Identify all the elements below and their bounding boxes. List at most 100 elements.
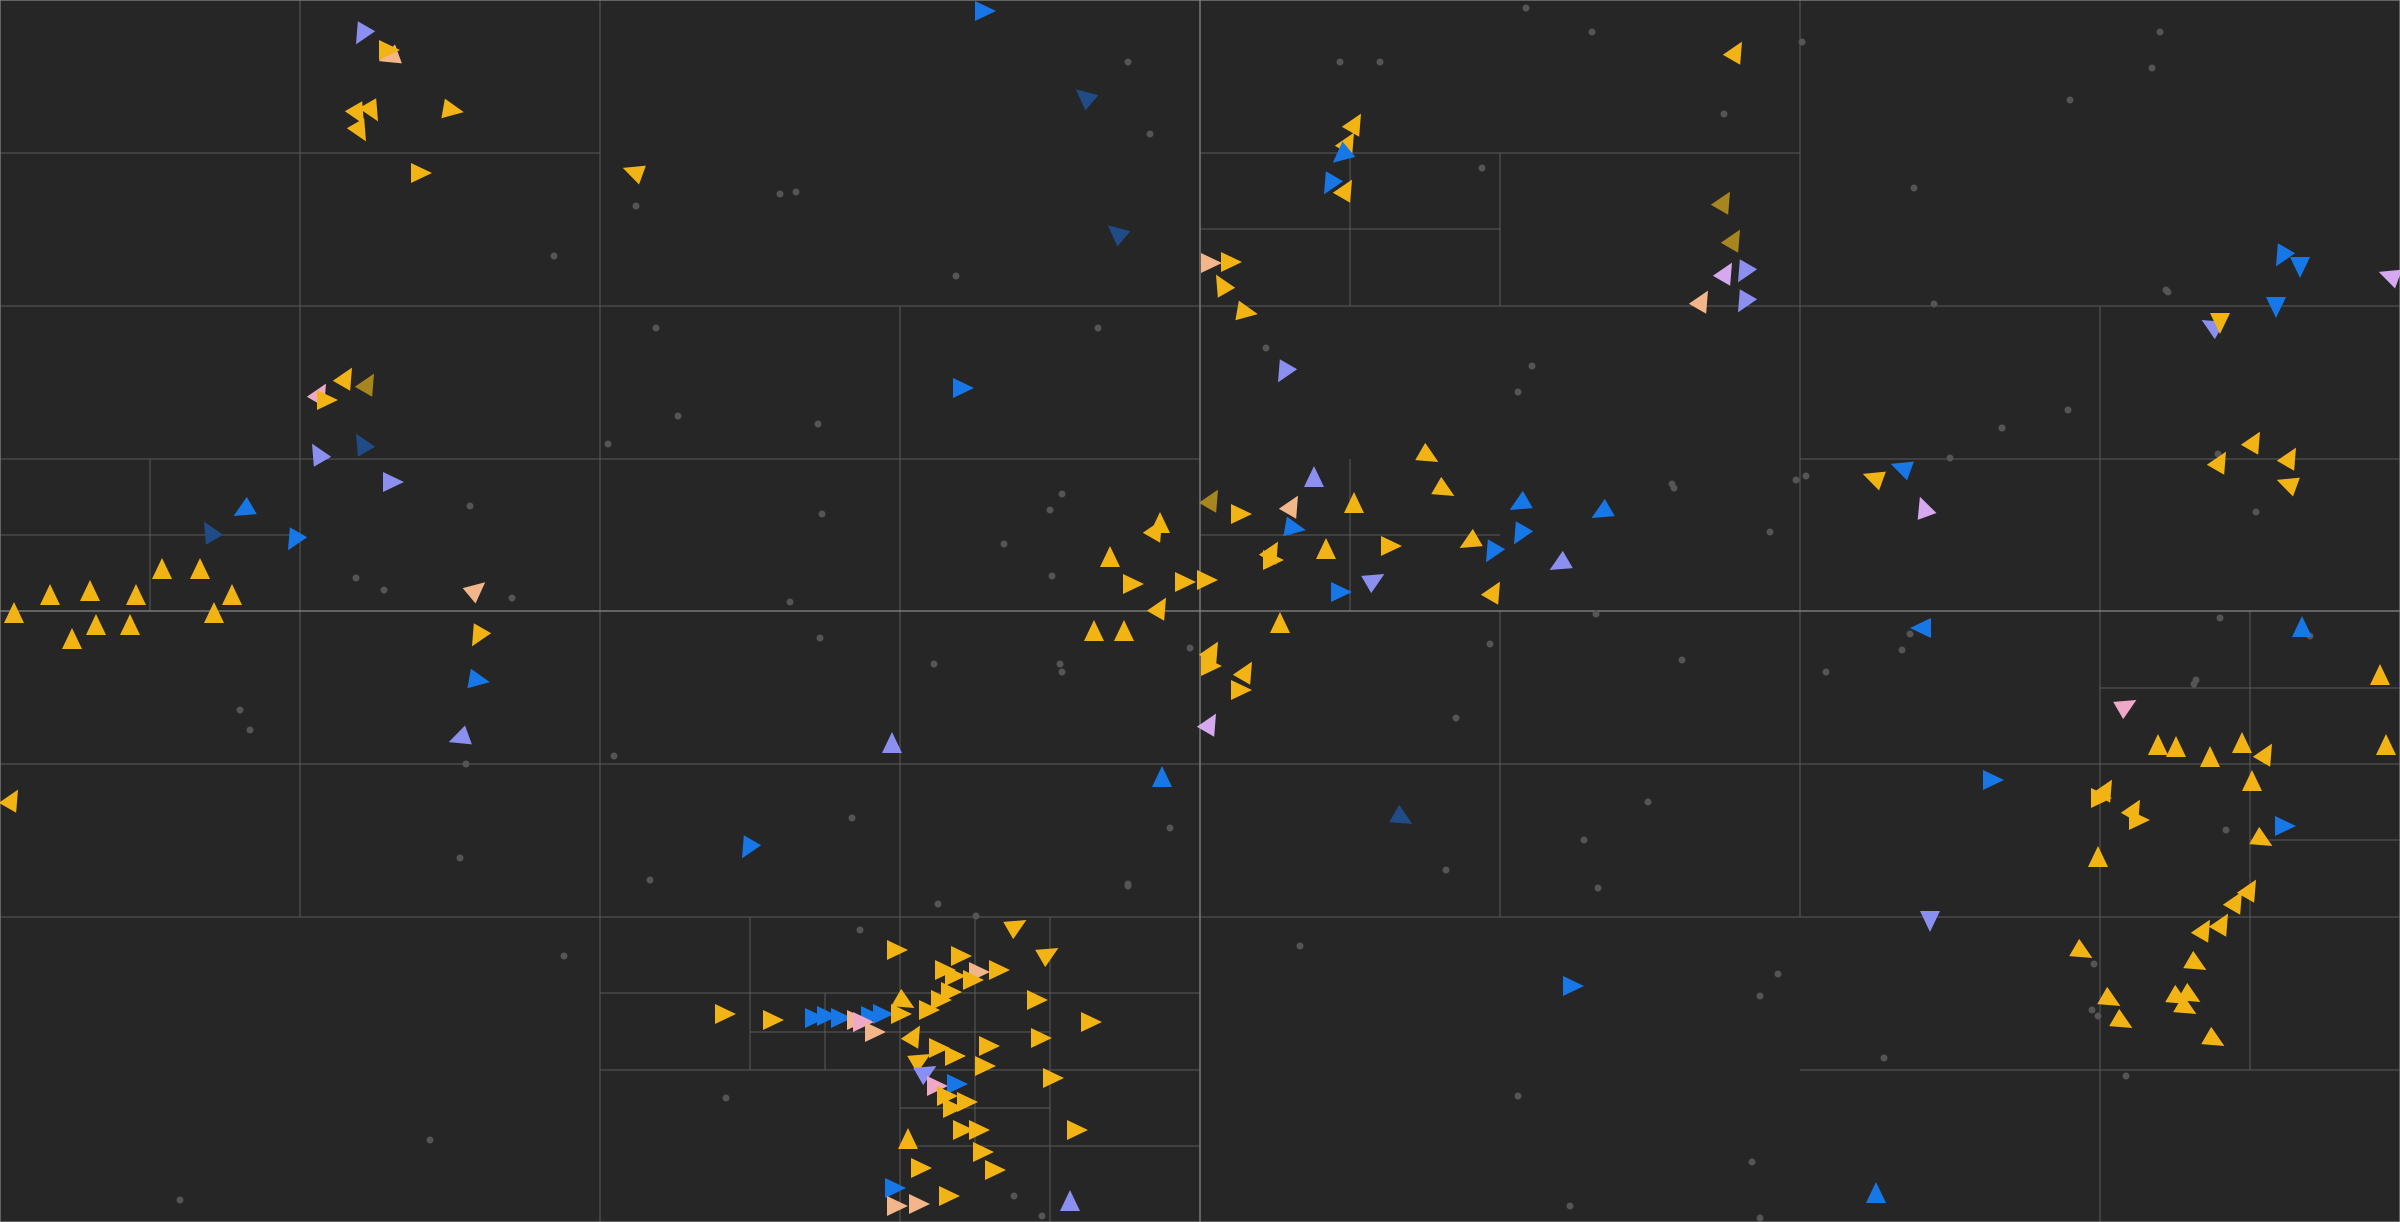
agent-triangle-icon [356, 21, 376, 45]
agent-triangle-icon [1381, 536, 1402, 556]
agent-triangle-icon [831, 1008, 852, 1028]
agent-triangle-icon [1221, 252, 1242, 272]
food-dot [1038, 1212, 1046, 1220]
agent-triangle-icon [909, 1194, 930, 1214]
food-dot [848, 814, 856, 822]
food-dot [2066, 96, 2074, 104]
food-dot [972, 912, 980, 920]
agent-triangle-icon [1341, 113, 1361, 137]
agent-triangle-icon [891, 988, 915, 1008]
agent-triangle-icon [2266, 297, 2286, 318]
agent-triangle-icon [1123, 574, 1144, 594]
food-dot [2214, 450, 2222, 458]
agent-triangle-icon [1720, 229, 1740, 253]
agent-triangle-icon [1866, 1182, 1886, 1203]
agent-triangle-icon [945, 1046, 966, 1066]
agent-triangle-icon [1415, 442, 1439, 462]
agent-triangle-icon [1152, 766, 1172, 787]
agent-triangle-icon [4, 602, 24, 623]
agent-triangle-icon [963, 970, 984, 990]
food-dot [604, 440, 612, 448]
food-dot [1998, 424, 2006, 432]
agent-triangle-icon [898, 1128, 918, 1149]
food-dot [1798, 38, 1806, 46]
agent-triangle-icon [40, 584, 60, 605]
agent-triangle-icon [941, 982, 962, 1002]
agent-triangle-icon [2113, 700, 2137, 720]
agent-triangle-icon [2183, 950, 2207, 970]
agent-triangle-icon [233, 496, 257, 516]
food-dot [1592, 610, 1600, 618]
agent-triangle-icon [953, 1120, 974, 1140]
agent-triangle-icon [86, 614, 106, 635]
food-dot [1000, 540, 1008, 548]
food-dot [934, 900, 942, 908]
food-dot [1720, 110, 1728, 118]
agent-triangle-icon [979, 1036, 1000, 1056]
food-dot [1802, 472, 1810, 480]
agent-triangle-icon [985, 1160, 1006, 1180]
agent-triangle-icon [2097, 986, 2121, 1006]
agent-triangle-icon [1263, 550, 1284, 570]
food-dot [352, 574, 360, 582]
agent-triangle-icon [853, 1012, 874, 1032]
food-dot [176, 1196, 184, 1204]
agent-triangle-icon [1920, 911, 1940, 932]
agent-triangle-icon [1890, 461, 1914, 481]
agent-triangle-icon [1331, 582, 1352, 602]
agent-triangle-icon [951, 946, 972, 966]
agent-triangle-icon [1361, 574, 1385, 594]
agent-triangle-icon [1231, 680, 1252, 700]
agent-triangle-icon [1043, 1068, 1064, 1088]
food-dot [380, 586, 388, 594]
agent-triangle-icon [975, 1056, 996, 1076]
agent-triangle-icon [1283, 516, 1306, 537]
food-dot [1046, 506, 1054, 514]
food-dot [1058, 668, 1066, 676]
food-dot [1774, 970, 1782, 978]
food-dot [462, 760, 470, 768]
food-dot [1124, 58, 1132, 66]
food-dot [1522, 4, 1530, 12]
food-dot [1930, 300, 1938, 308]
agent-triangle-icon [462, 582, 486, 604]
agent-triangle-icon [873, 1004, 894, 1024]
agent-triangle-icon [411, 163, 432, 183]
agent-triangle-icon [887, 940, 908, 960]
food-dot [1514, 1092, 1522, 1100]
food-dot [2088, 1006, 2096, 1014]
agent-triangle-icon [2129, 810, 2150, 830]
agent-triangle-icon [354, 373, 374, 397]
agent-triangle-icon [1738, 259, 1758, 283]
food-dot [550, 252, 558, 260]
food-dot [1580, 836, 1588, 844]
agent-triangle-icon [1114, 620, 1134, 641]
agent-triangle-icon [2088, 846, 2108, 867]
agent-triangle-icon [763, 1010, 784, 1030]
agent-triangle-icon [1003, 920, 1027, 940]
agent-triangle-icon [1304, 466, 1324, 487]
agent-triangle-icon [126, 584, 146, 605]
food-dot [1124, 882, 1132, 890]
agent-triangle-icon [931, 990, 952, 1010]
food-dot [1336, 58, 1344, 66]
agent-triangle-icon [939, 1186, 960, 1206]
agent-triangle-icon [1710, 191, 1730, 215]
food-dot [646, 876, 654, 884]
food-dot [952, 272, 960, 280]
food-dot [1670, 484, 1678, 492]
agent-triangle-icon [152, 558, 172, 579]
agent-triangle-icon [2376, 734, 2396, 755]
agent-triangle-icon [1983, 770, 2004, 790]
agent-triangle-icon [1278, 495, 1298, 519]
agent-triangle-icon [2210, 313, 2230, 334]
food-dot [2156, 28, 2164, 36]
agent-triangle-icon [885, 1178, 906, 1198]
agent-triangle-icon [975, 1, 996, 21]
agent-triangle-icon [344, 101, 364, 125]
agent-triangle-icon [2249, 826, 2273, 846]
agent-triangle-icon [1910, 618, 1931, 638]
